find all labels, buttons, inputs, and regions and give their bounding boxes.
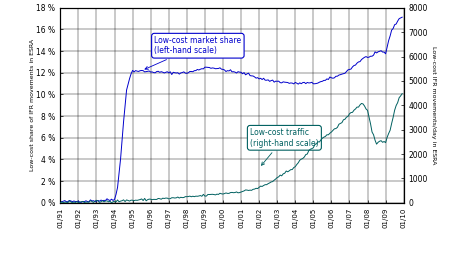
Y-axis label: Low-cost IFR movements/day in ESRA: Low-cost IFR movements/day in ESRA xyxy=(431,46,435,165)
Y-axis label: Low-cost share of IFR movements in ESRA: Low-cost share of IFR movements in ESRA xyxy=(30,39,35,171)
Text: Low-cost market share
(left-hand scale): Low-cost market share (left-hand scale) xyxy=(145,36,241,69)
Text: Low-cost traffic
(right-hand scale): Low-cost traffic (right-hand scale) xyxy=(250,128,318,165)
